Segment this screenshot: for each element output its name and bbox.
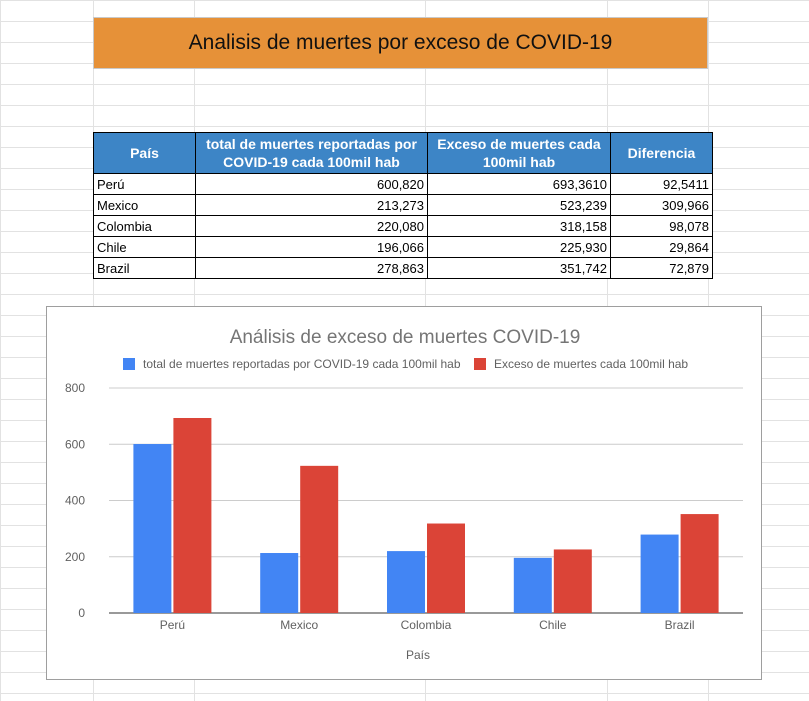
- bar-excess-colombia[interactable]: [427, 523, 465, 613]
- y-tick-label: 200: [65, 550, 85, 564]
- bar-excess-mexico[interactable]: [300, 465, 339, 613]
- cell-reported[interactable]: 196,066: [195, 236, 428, 258]
- table-row: Brazil 278,863 351,742 72,879: [93, 257, 713, 279]
- y-tick-label: 400: [65, 494, 85, 508]
- cell-excess[interactable]: 351,742: [427, 257, 611, 279]
- header-excess-line-1: Exceso de muertes cada: [437, 136, 601, 152]
- cell-excess[interactable]: 225,930: [427, 236, 611, 258]
- y-tick-label: 0: [78, 606, 85, 620]
- bar-reported-colombia[interactable]: [387, 551, 425, 613]
- bar-reported-mexico[interactable]: [260, 553, 299, 613]
- header-country[interactable]: País: [93, 132, 196, 174]
- bar-excess-brazil[interactable]: [680, 514, 719, 613]
- table-row: Chile 196,066 225,930 29,864: [93, 236, 713, 258]
- cell-country[interactable]: Brazil: [93, 257, 196, 279]
- x-tick-label: Colombia: [401, 618, 452, 632]
- table-header-row: País total de muertes reportadas por COV…: [93, 132, 713, 174]
- header-excess-line-2: 100mil hab: [482, 154, 556, 170]
- x-axis: Perú Mexico Colombia Chile Brazil: [160, 618, 695, 632]
- legend-label-reported[interactable]: total de muertes reportadas por COVID-19…: [143, 357, 461, 371]
- cell-country[interactable]: Colombia: [93, 215, 196, 237]
- cell-reported[interactable]: 220,080: [195, 215, 428, 237]
- legend-label-excess[interactable]: Exceso de muertes cada 100mil hab: [494, 357, 688, 371]
- cell-reported[interactable]: 600,820: [195, 173, 428, 195]
- cell-difference[interactable]: 29,864: [610, 236, 713, 258]
- header-reported-line-1: total de muertes reportadas por: [206, 136, 417, 152]
- x-tick-label: Perú: [160, 618, 185, 632]
- y-axis: 0 200 400 600 800: [65, 381, 743, 620]
- chart-title: Análisis de exceso de muertes COVID-19: [230, 327, 581, 348]
- bar-chart: Análisis de exceso de muertes COVID-19 t…: [65, 327, 743, 662]
- cell-difference[interactable]: 98,078: [610, 215, 713, 237]
- table-row: Perú 600,820 693,3610 92,5411: [93, 173, 713, 195]
- y-tick-label: 800: [65, 381, 85, 395]
- cell-reported[interactable]: 213,273: [195, 194, 428, 216]
- data-table: País total de muertes reportadas por COV…: [93, 132, 713, 279]
- header-difference[interactable]: Diferencia: [610, 132, 713, 174]
- header-reported-deaths[interactable]: total de muertes reportadas por COVID-19…: [195, 132, 428, 174]
- x-tick-label: Brazil: [665, 618, 695, 632]
- x-tick-label: Chile: [539, 618, 567, 632]
- cell-country[interactable]: Mexico: [93, 194, 196, 216]
- title-banner[interactable]: Analisis de muertes por exceso de COVID-…: [93, 17, 708, 69]
- chart-container[interactable]: Análisis de exceso de muertes COVID-19 t…: [46, 306, 762, 680]
- bar-excess-chile[interactable]: [553, 549, 592, 613]
- header-excess-deaths[interactable]: Exceso de muertes cada 100mil hab: [427, 132, 611, 174]
- cell-excess[interactable]: 693,3610: [427, 173, 611, 195]
- table-row: Mexico 213,273 523,239 309,966: [93, 194, 713, 216]
- cell-excess[interactable]: 523,239: [427, 194, 611, 216]
- bar-reported-chile[interactable]: [513, 557, 552, 613]
- header-reported-line-2: COVID-19 cada 100mil hab: [223, 154, 400, 170]
- cell-excess[interactable]: 318,158: [427, 215, 611, 237]
- y-tick-label: 600: [65, 437, 85, 451]
- bar-excess-perú[interactable]: [173, 417, 212, 613]
- legend-swatch-reported: [123, 358, 135, 370]
- bars-group: [133, 417, 719, 613]
- cell-country[interactable]: Perú: [93, 173, 196, 195]
- table-row: Colombia 220,080 318,158 98,078: [93, 215, 713, 237]
- cell-difference[interactable]: 72,879: [610, 257, 713, 279]
- legend-swatch-excess: [474, 358, 486, 370]
- cell-difference[interactable]: 92,5411: [610, 173, 713, 195]
- cell-difference[interactable]: 309,966: [610, 194, 713, 216]
- x-tick-label: Mexico: [280, 618, 318, 632]
- bar-reported-brazil[interactable]: [640, 534, 679, 613]
- cell-country[interactable]: Chile: [93, 236, 196, 258]
- cell-reported[interactable]: 278,863: [195, 257, 428, 279]
- bar-reported-perú[interactable]: [133, 444, 172, 613]
- x-axis-title: País: [406, 648, 430, 662]
